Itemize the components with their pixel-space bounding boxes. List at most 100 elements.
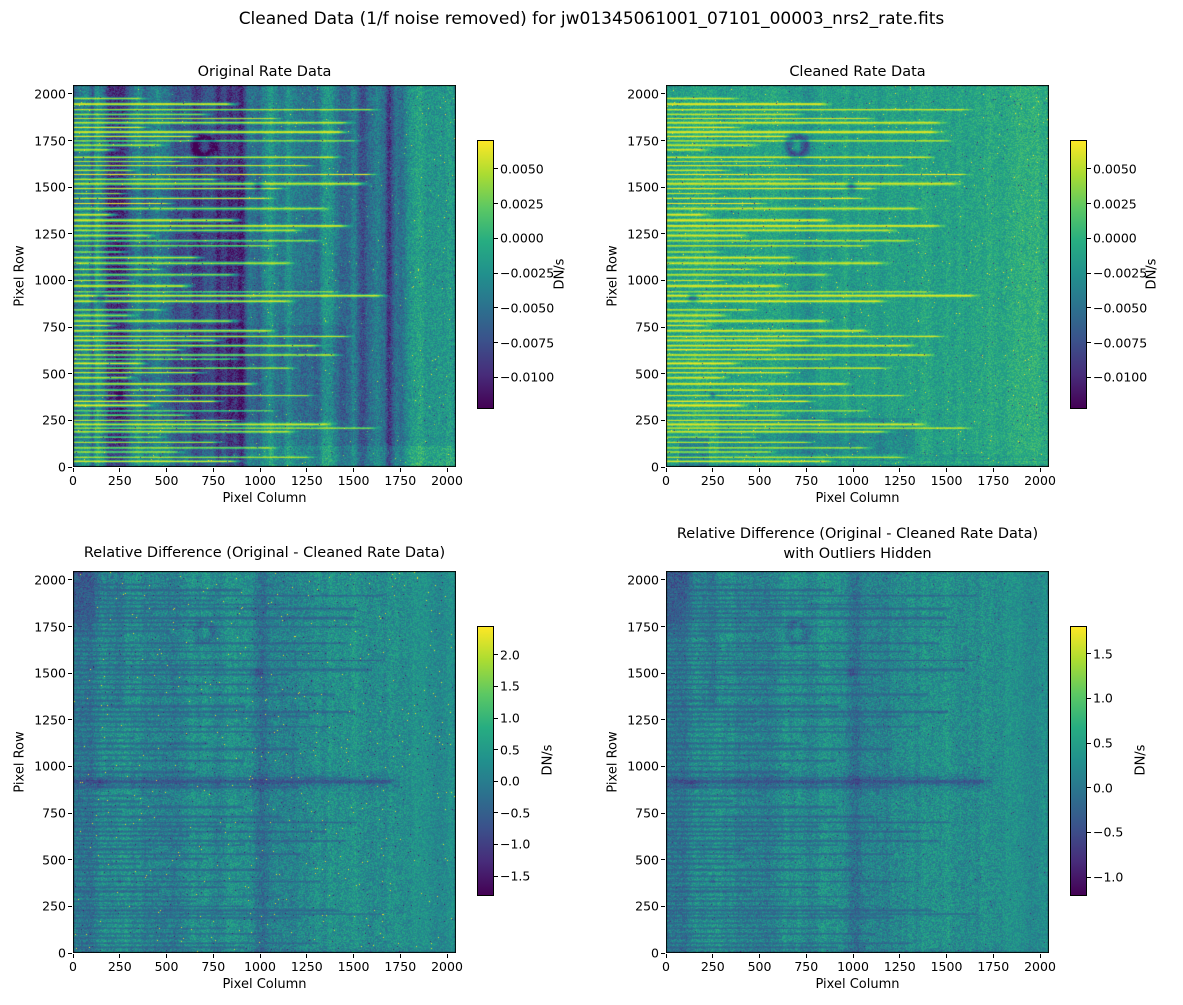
y-tick-mark xyxy=(661,93,665,95)
y-tick-label: 250 xyxy=(42,412,66,428)
y-tick-label: 1250 xyxy=(34,712,66,728)
colorbar-tick-label: −0.0050 xyxy=(500,300,555,316)
x-tick-label: 0 xyxy=(69,959,77,974)
panel-title-reldiff-hidden-line2: with Outliers Hidden xyxy=(783,546,932,562)
colorbar-tick-label: −1.0 xyxy=(500,836,531,852)
x-tick-mark xyxy=(992,954,994,958)
y-tick-mark xyxy=(661,279,665,281)
x-tick-label: 1250 xyxy=(290,959,323,974)
colorbar-tick-label: 0.0000 xyxy=(1093,230,1137,246)
colorbar-tick-label: 0.0050 xyxy=(1093,161,1137,177)
xaxis-label-cleaned: Pixel Column xyxy=(815,491,900,506)
xaxis-label-original: Pixel Column xyxy=(222,491,307,506)
y-tick-label: 1000 xyxy=(627,758,659,774)
colorbar-tick-mark xyxy=(1087,168,1091,170)
x-tick-mark xyxy=(72,954,74,958)
x-tick-label: 750 xyxy=(201,473,226,488)
y-tick-label: 1500 xyxy=(34,665,66,681)
x-tick-mark xyxy=(72,468,74,472)
x-tick-label: 1750 xyxy=(977,473,1010,488)
colorbar-tick-label: −1.0 xyxy=(1093,869,1124,885)
y-tick-mark xyxy=(68,279,72,281)
y-tick-mark xyxy=(661,672,665,674)
x-tick-label: 500 xyxy=(154,473,179,488)
y-tick-mark xyxy=(661,233,665,235)
y-tick-label: 0 xyxy=(58,459,66,475)
x-tick-mark xyxy=(119,954,121,958)
colorbar-tick-mark xyxy=(1087,376,1091,378)
xaxis-label-reldiff: Pixel Column xyxy=(222,977,307,992)
y-tick-label: 1000 xyxy=(34,272,66,288)
y-tick-label: 1250 xyxy=(627,226,659,242)
colorbar-original xyxy=(477,140,494,409)
colorbar-tick-label: −0.5 xyxy=(500,805,531,821)
x-tick-label: 1500 xyxy=(337,959,370,974)
y-tick-mark xyxy=(661,719,665,721)
colorbar-tick-label: −1.5 xyxy=(500,868,531,884)
y-tick-mark xyxy=(68,186,72,188)
x-tick-mark xyxy=(306,954,308,958)
panel-title-reldiff-hidden: Relative Difference (Original - Cleaned … xyxy=(666,524,1049,564)
y-tick-label: 500 xyxy=(635,852,659,868)
colorbar-reldiff xyxy=(477,626,494,896)
y-tick-label: 750 xyxy=(42,805,66,821)
y-tick-mark xyxy=(68,952,72,954)
x-tick-label: 2000 xyxy=(431,959,463,974)
heatmap-relative-difference xyxy=(73,571,456,953)
colorbar-tick-mark xyxy=(494,272,498,274)
y-tick-mark xyxy=(661,466,665,468)
colorbar-tick-mark xyxy=(494,654,498,656)
x-tick-label: 0 xyxy=(662,959,670,974)
colorbar-tick-mark xyxy=(494,749,498,751)
heatmap-relative-difference-hidden xyxy=(666,571,1049,953)
y-tick-label: 0 xyxy=(651,459,659,475)
colorbar-tick-mark xyxy=(494,342,498,344)
colorbar-tick-label: −0.0025 xyxy=(1093,265,1148,281)
colorbar-tick-mark xyxy=(1087,342,1091,344)
colorbar-tick-mark xyxy=(494,307,498,309)
colorbar-tick-mark xyxy=(494,203,498,205)
colorbar-tick-mark xyxy=(1087,742,1091,744)
x-tick-label: 1250 xyxy=(290,473,323,488)
y-tick-label: 500 xyxy=(42,366,66,382)
colorbar-tick-label: 0.5 xyxy=(1093,735,1113,751)
colorbar-tick-label: 1.0 xyxy=(1093,690,1113,706)
colorbar-tick-mark xyxy=(494,843,498,845)
x-tick-label: 1500 xyxy=(337,473,370,488)
x-tick-mark xyxy=(446,954,448,958)
x-tick-mark xyxy=(665,954,667,958)
y-tick-label: 500 xyxy=(635,366,659,382)
colorbar-tick-mark xyxy=(1087,203,1091,205)
y-tick-mark xyxy=(661,140,665,142)
y-tick-label: 1000 xyxy=(34,758,66,774)
y-tick-mark xyxy=(68,140,72,142)
colorbar-tick-mark xyxy=(494,237,498,239)
x-tick-mark xyxy=(259,468,261,472)
colorbar-tick-label: 2.0 xyxy=(500,647,520,663)
colorbar-tick-label: −0.0075 xyxy=(500,335,555,351)
colorbar-label-reldiff: DN/s xyxy=(540,744,556,776)
x-tick-label: 250 xyxy=(700,959,725,974)
x-tick-label: 750 xyxy=(794,473,819,488)
y-tick-label: 1750 xyxy=(34,619,66,635)
y-tick-mark xyxy=(661,326,665,328)
y-tick-label: 1500 xyxy=(627,665,659,681)
colorbar-tick-label: 0.0025 xyxy=(500,196,544,212)
y-tick-label: 2000 xyxy=(34,86,66,102)
y-tick-mark xyxy=(661,579,665,581)
y-tick-label: 1750 xyxy=(627,619,659,635)
y-tick-mark xyxy=(68,719,72,721)
colorbar-tick-mark xyxy=(494,717,498,719)
colorbar-tick-mark xyxy=(1087,831,1091,833)
y-tick-label: 2000 xyxy=(34,572,66,588)
y-tick-mark xyxy=(661,952,665,954)
colorbar-label-original: DN/s xyxy=(552,258,568,290)
y-tick-mark xyxy=(68,233,72,235)
y-tick-mark xyxy=(68,626,72,628)
x-tick-mark xyxy=(1039,954,1041,958)
x-tick-label: 1750 xyxy=(977,959,1010,974)
x-tick-label: 1250 xyxy=(883,473,916,488)
y-tick-label: 1750 xyxy=(34,133,66,149)
x-tick-mark xyxy=(665,468,667,472)
